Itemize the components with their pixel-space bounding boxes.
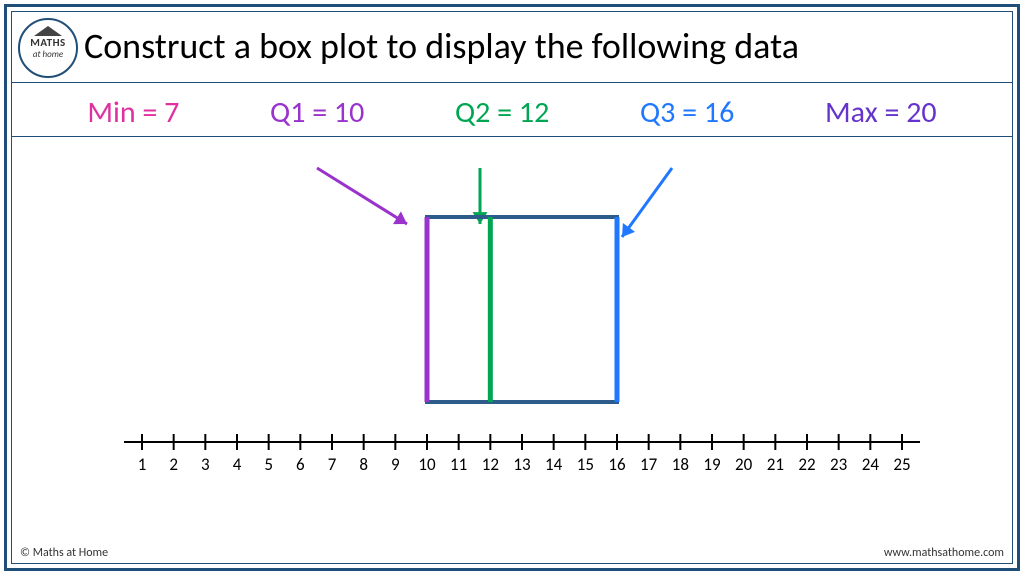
stat-q1: Q1 = 10: [270, 94, 364, 131]
svg-text:1: 1: [138, 454, 147, 475]
svg-text:21: 21: [767, 454, 784, 475]
footer-left: © Maths at Home: [20, 546, 108, 560]
svg-text:3: 3: [201, 454, 210, 475]
svg-text:11: 11: [450, 454, 467, 475]
inner-frame: MATHS at home Construct a box plot to di…: [11, 11, 1013, 564]
footer-right: www.mathsathome.com: [884, 546, 1004, 560]
stats-row: Min = 7 Q1 = 10 Q2 = 12 Q3 = 16 Max = 20: [12, 94, 1012, 131]
svg-text:25: 25: [893, 454, 910, 475]
logo-roof-icon: [34, 26, 62, 36]
svg-text:23: 23: [830, 454, 847, 475]
stat-q2: Q2 = 12: [455, 94, 549, 131]
logo-line1: MATHS: [30, 37, 66, 48]
svg-text:13: 13: [513, 454, 530, 475]
stat-min: Min = 7: [87, 94, 179, 131]
svg-text:10: 10: [418, 454, 436, 475]
svg-text:24: 24: [862, 454, 880, 475]
boxplot-svg: 1234567891011121314151617181920212223242…: [12, 142, 1012, 543]
logo: MATHS at home: [18, 18, 78, 78]
svg-text:15: 15: [577, 454, 594, 475]
svg-text:12: 12: [482, 454, 499, 475]
svg-text:2: 2: [169, 454, 178, 475]
svg-text:17: 17: [640, 454, 658, 475]
plot-area: 1234567891011121314151617181920212223242…: [12, 142, 1012, 543]
divider-top: [12, 82, 1012, 83]
svg-text:19: 19: [703, 454, 721, 475]
stat-max: Max = 20: [825, 94, 937, 131]
svg-text:4: 4: [233, 454, 242, 475]
stat-q3: Q3 = 16: [640, 94, 734, 131]
outer-frame: MATHS at home Construct a box plot to di…: [4, 4, 1020, 571]
svg-text:14: 14: [545, 454, 563, 475]
svg-text:8: 8: [359, 454, 368, 475]
svg-text:22: 22: [798, 454, 815, 475]
divider-bottom: [12, 136, 1012, 137]
svg-text:6: 6: [296, 454, 305, 475]
logo-line2: at home: [33, 50, 63, 59]
svg-text:9: 9: [391, 454, 400, 475]
svg-text:18: 18: [672, 454, 689, 475]
svg-text:20: 20: [735, 454, 753, 475]
svg-text:5: 5: [264, 454, 273, 475]
svg-text:7: 7: [328, 454, 337, 475]
page-title: Construct a box plot to display the foll…: [84, 24, 1002, 68]
svg-text:16: 16: [608, 454, 626, 475]
